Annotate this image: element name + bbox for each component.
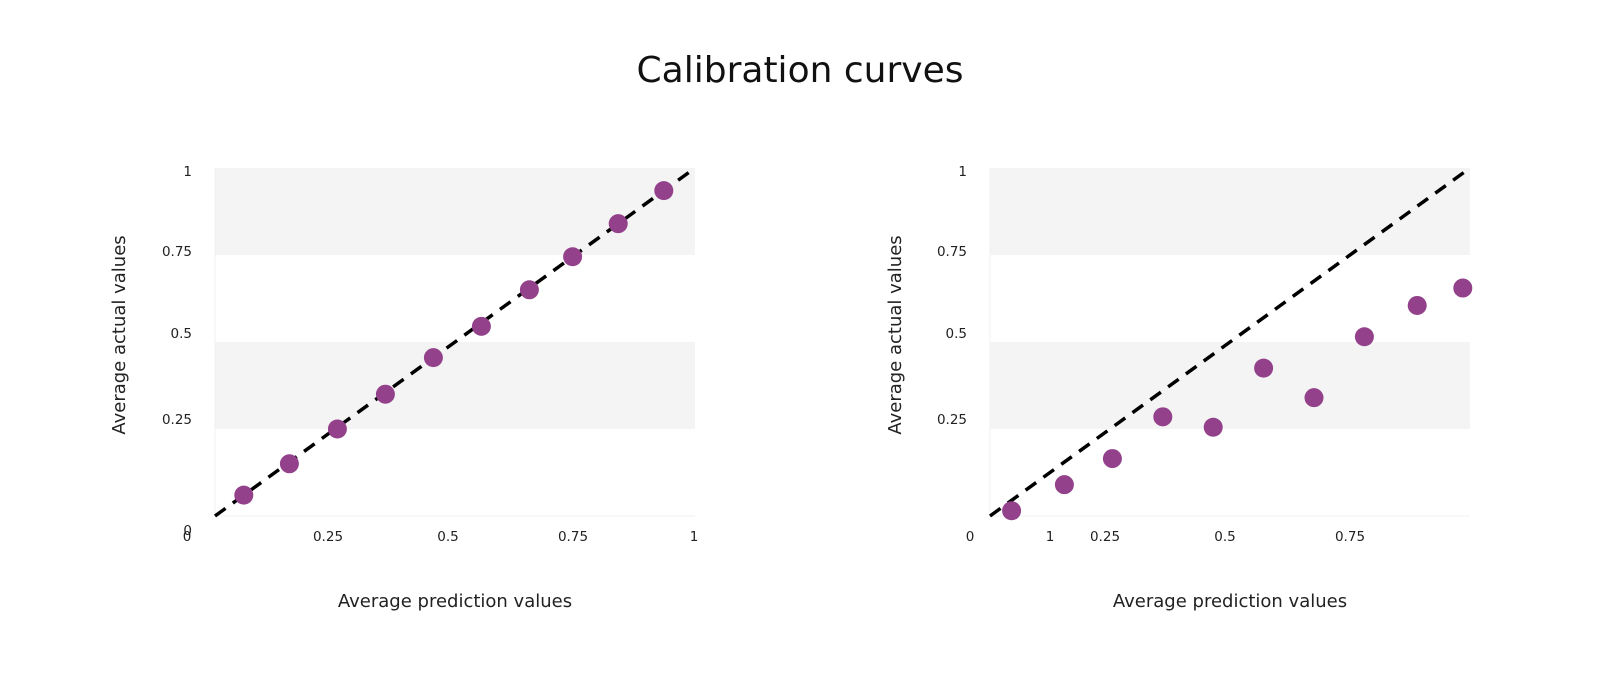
data-point (1054, 475, 1074, 495)
data-point (1102, 449, 1122, 469)
x-tick-label: 0.75 (558, 529, 588, 545)
data-point (279, 454, 299, 474)
data-point (1153, 407, 1173, 427)
x-axis-label: Average prediction values (338, 591, 572, 612)
y-tick-label: 0.5 (946, 326, 967, 342)
calibration-chart-right: 0 1 0.25 0.5 0.75 0.25 0.5 0.75 1 Average predict… (885, 164, 1473, 612)
x-tick-label: 0 (966, 529, 975, 545)
data-point (375, 384, 395, 404)
x-tick-label: 0.5 (437, 529, 458, 545)
data-point (1354, 327, 1374, 347)
data-point (654, 181, 674, 201)
background-band (990, 168, 1470, 255)
data-point (1407, 295, 1427, 315)
y-tick-label: 0.75 (162, 244, 192, 260)
x-tick-label: 0.25 (313, 529, 343, 545)
background-band (215, 168, 695, 255)
x-tick-label: 0 (183, 529, 192, 545)
data-point (1254, 358, 1274, 378)
y-tick-label: 0.75 (937, 244, 967, 260)
x-tick-label: 0.25 (1090, 529, 1120, 545)
x-tick-label: 1 (1046, 529, 1055, 545)
y-axis-label: Average actual values (885, 235, 906, 434)
page-title: Calibration curves (636, 50, 964, 91)
x-tick-label: 0.5 (1214, 529, 1235, 545)
y-tick-label: 1 (183, 164, 192, 180)
x-axis-label: Average prediction values (1113, 591, 1347, 612)
x-tick-label: 0.75 (1335, 529, 1365, 545)
data-point (519, 280, 539, 300)
data-point (1002, 501, 1022, 521)
y-tick-label: 0.5 (171, 326, 192, 342)
background-band (990, 342, 1470, 429)
data-point (327, 419, 347, 439)
x-tick-label: 1 (690, 529, 699, 545)
data-point (471, 316, 491, 336)
y-tick-label: 1 (958, 164, 967, 180)
y-tick-label: 0 (183, 523, 192, 539)
perfect-calibration-line (988, 166, 1472, 518)
y-tick-label: 0.25 (937, 412, 967, 428)
data-point (608, 214, 628, 234)
data-point (563, 247, 583, 267)
calibration-chart-left: 0 0.25 0.5 0.75 1 0 0.25 0.5 0.75 1 Average predic… (109, 164, 699, 612)
data-point (1453, 278, 1473, 298)
y-tick-label: 0.25 (162, 412, 192, 428)
data-point (423, 348, 443, 368)
data-point (234, 485, 254, 505)
background-band (215, 342, 695, 429)
y-axis-label: Average actual values (109, 235, 130, 434)
data-point (1203, 417, 1223, 437)
data-point (1304, 388, 1324, 408)
